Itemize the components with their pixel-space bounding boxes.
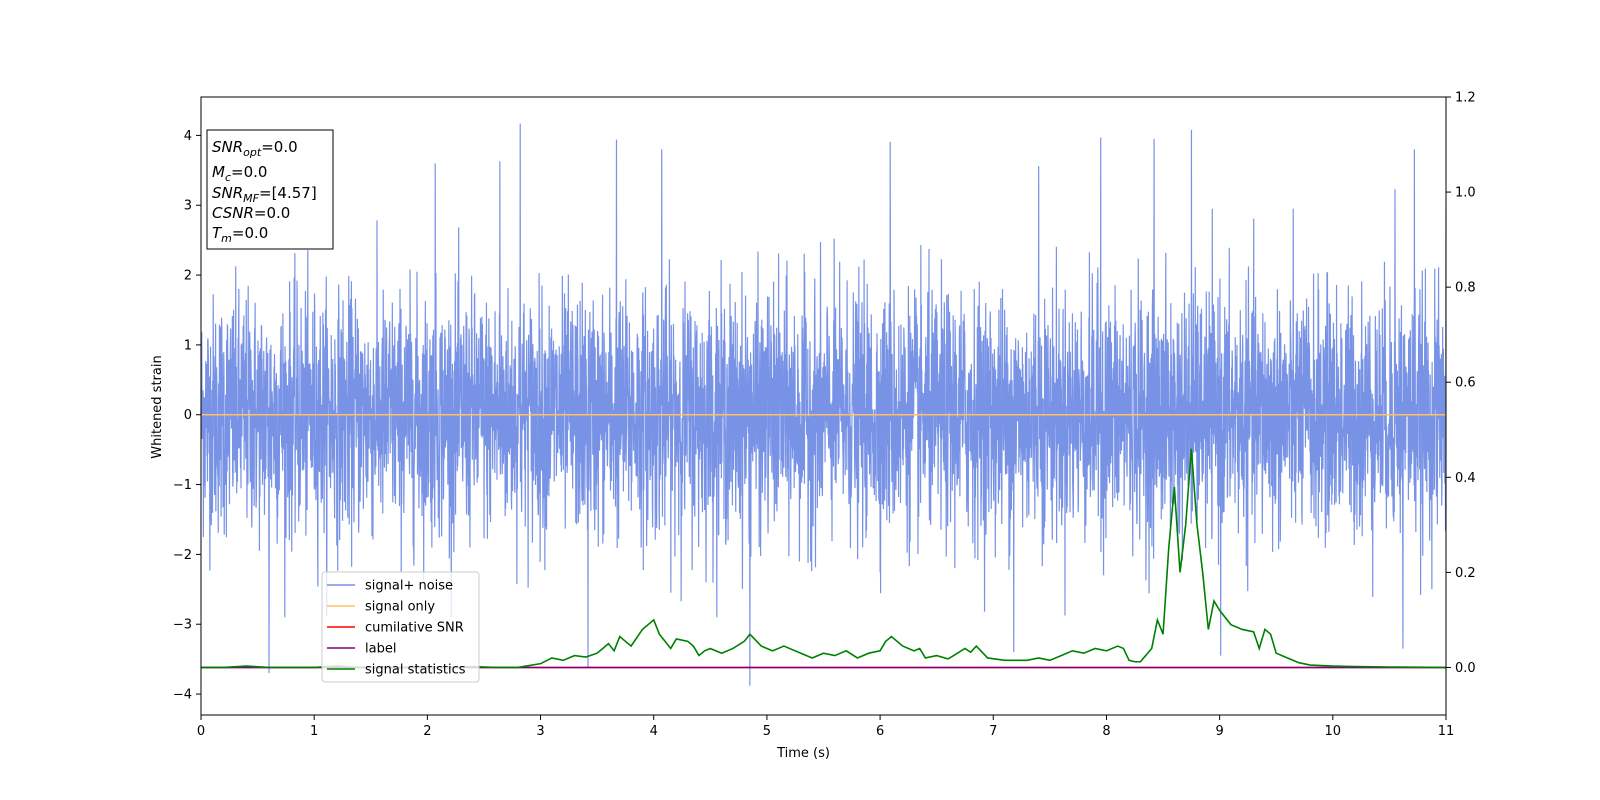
y-right-tick-label: 0.0 [1455,661,1476,676]
x-tick-label: 0 [197,724,205,739]
legend-entry: cumilative SNR [365,621,464,636]
legend-entry: signal statistics [365,663,466,678]
legend: signal+ noise signal only cumilative SNR la… [321,571,480,683]
y-left-tick-label: 3 [184,199,192,214]
series-signal-noise-line [201,123,1446,686]
x-tick-label: 10 [1325,724,1342,739]
legend-entry: label [365,642,396,657]
annotation-frame [206,129,334,250]
annotation-line: Mc=0.0 [212,163,267,184]
y-right-tick-label: 0.2 [1455,566,1476,581]
x-tick-label: 11 [1438,724,1455,739]
y-right-tick-label: 0.8 [1455,281,1476,296]
y-left-tick-label: −4 [173,688,192,703]
annotation-line: Tm=0.0 [212,224,268,245]
series-signal-statistics-line [201,448,1446,669]
legend-items: signal+ noise signal only cumilative SNR la… [327,579,466,678]
legend-entry: signal+ noise [365,579,453,594]
annotation-line: SNRopt=0.0 [212,138,298,159]
y-left-tick-label: 2 [184,269,192,284]
x-tick-label: 4 [650,724,658,739]
legend-frame [321,571,480,683]
y-right-tick-label: 1.0 [1455,186,1476,201]
y-right-tick-label: 1.2 [1455,91,1476,106]
y-right-tick-label: 0.4 [1455,471,1476,486]
y-left-tick-label: 0 [184,408,192,423]
x-tick-label: 7 [989,724,997,739]
x-tick-label: 6 [876,724,884,739]
x-tick-label: 2 [423,724,431,739]
y-right-tick-label: 0.6 [1455,376,1476,391]
annotation-line: CSNR=0.0 [212,204,290,222]
x-tick-label: 1 [310,724,318,739]
y-left-tick-label: 4 [184,129,192,144]
y-axis-label: Whitened strain [150,355,165,458]
annotation-line: SNRMF=[4.57] [212,184,317,205]
plot-frame [200,96,1447,716]
x-tick-label: 3 [536,724,544,739]
x-axis-label: Time (s) [776,746,830,761]
x-tick-label: 8 [1102,724,1110,739]
y-left-tick-label: 1 [184,338,192,353]
axes-layer: 0 1 2 3 4 5 6 7 8 9 10 11 −4 −3 −2 −1 0 1 2 3 4 0.0 0.2 0.4 0.6 0… [173,91,1476,740]
legend-entry: signal only [365,600,435,615]
y-left-tick-label: −1 [173,478,192,493]
y-left-tick-label: −3 [173,618,192,633]
x-tick-label: 5 [763,724,771,739]
x-tick-label: 9 [1215,724,1223,739]
y-left-tick-label: −2 [173,548,192,563]
